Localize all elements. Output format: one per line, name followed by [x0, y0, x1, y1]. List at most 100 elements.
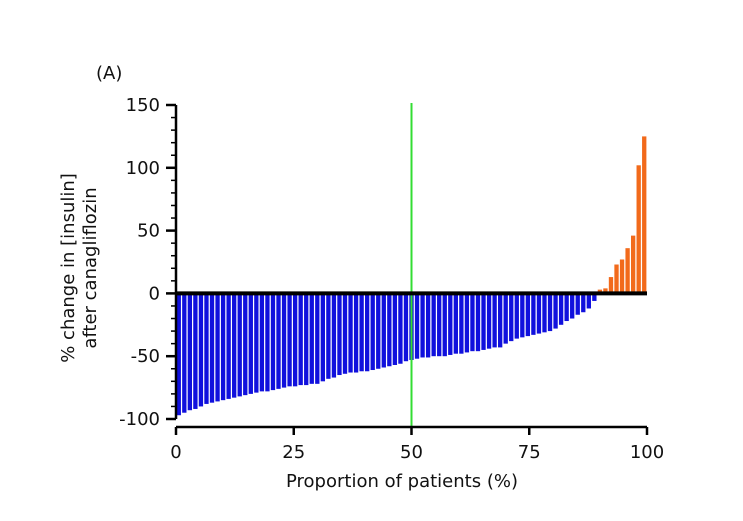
bar — [220, 293, 226, 401]
x-axis-title: Proportion of patients (%) — [286, 471, 518, 492]
x-tick-label: 100 — [630, 442, 664, 463]
bar — [204, 293, 209, 404]
bar — [492, 293, 497, 348]
bar — [558, 293, 564, 325]
y-axis-title: % change in [insulin] after canagliflozi… — [58, 173, 101, 363]
bar — [503, 293, 508, 344]
bar — [630, 235, 636, 294]
bar — [365, 293, 370, 372]
bar — [359, 293, 364, 372]
bar — [387, 293, 392, 367]
bar — [292, 293, 298, 387]
x-tick-label: 50 — [400, 442, 423, 463]
axes: -100 -50 0 50 100 150 0 25 50 75 100 — [119, 95, 664, 463]
bar — [232, 293, 237, 398]
y-tick-label: 0 — [149, 283, 160, 304]
bar — [276, 293, 281, 389]
bar — [536, 293, 542, 334]
bar — [381, 293, 386, 368]
bar — [592, 293, 597, 301]
bar — [392, 293, 398, 365]
bar — [586, 293, 591, 309]
bar — [187, 293, 193, 411]
bar — [570, 293, 575, 319]
bar — [614, 264, 619, 294]
bar — [198, 293, 204, 407]
bar — [420, 293, 425, 358]
bar — [531, 293, 536, 335]
y-tick-label: -100 — [119, 409, 160, 430]
bar — [176, 293, 181, 416]
bar — [226, 293, 231, 399]
bar — [243, 293, 248, 396]
bar — [514, 293, 519, 339]
bar — [270, 293, 276, 391]
bar — [353, 293, 359, 373]
panel-label: (A) — [96, 63, 122, 84]
bar — [520, 293, 525, 338]
bar — [414, 293, 420, 359]
y-axis-title-line-2: after canagliflozin — [80, 187, 101, 348]
bar — [248, 293, 253, 394]
bar — [254, 293, 259, 393]
bar — [331, 293, 337, 378]
bar — [603, 288, 608, 294]
bar — [453, 293, 458, 354]
x-tick-label: 75 — [518, 442, 541, 463]
bar — [486, 293, 492, 349]
bar — [448, 293, 453, 355]
bar — [309, 293, 314, 384]
bar — [209, 293, 215, 403]
bar — [442, 293, 447, 357]
bar — [564, 293, 569, 322]
bar — [553, 293, 558, 329]
bar — [509, 293, 514, 342]
bar — [542, 293, 547, 333]
bar — [376, 293, 381, 369]
bar — [265, 293, 270, 392]
bar — [315, 293, 320, 384]
bar — [431, 293, 436, 357]
bar — [437, 293, 442, 357]
bar — [619, 259, 625, 294]
bar — [403, 293, 409, 362]
y-tick-label: 100 — [126, 158, 160, 179]
bar — [320, 293, 325, 382]
x-tick-label: 25 — [282, 442, 305, 463]
y-tick-label: -50 — [131, 346, 160, 367]
bar — [470, 293, 475, 352]
bar — [608, 277, 614, 294]
bar — [215, 293, 220, 402]
bar — [287, 293, 292, 387]
bar — [337, 293, 342, 376]
bar — [193, 293, 198, 409]
bar — [636, 165, 641, 294]
bar — [342, 293, 348, 374]
bar — [459, 293, 464, 354]
y-tick-label: 50 — [137, 221, 160, 242]
bar — [581, 293, 586, 313]
bar — [298, 293, 303, 386]
bar — [304, 293, 309, 386]
bar — [237, 293, 242, 397]
bar — [525, 293, 531, 337]
bar — [259, 293, 265, 392]
x-tick-label: 0 — [170, 442, 181, 463]
bar — [398, 293, 403, 364]
bar — [182, 293, 187, 413]
bar — [326, 293, 331, 379]
bar — [642, 136, 647, 294]
bar — [547, 293, 553, 332]
bar — [348, 293, 353, 373]
bar — [370, 293, 375, 371]
y-tick-label: 150 — [126, 95, 160, 116]
bar — [498, 293, 503, 348]
bar — [625, 248, 630, 294]
bar — [481, 293, 486, 350]
bar — [575, 293, 580, 315]
bar — [281, 293, 287, 388]
bars — [176, 136, 647, 416]
bar — [464, 293, 470, 353]
bar — [475, 293, 481, 352]
